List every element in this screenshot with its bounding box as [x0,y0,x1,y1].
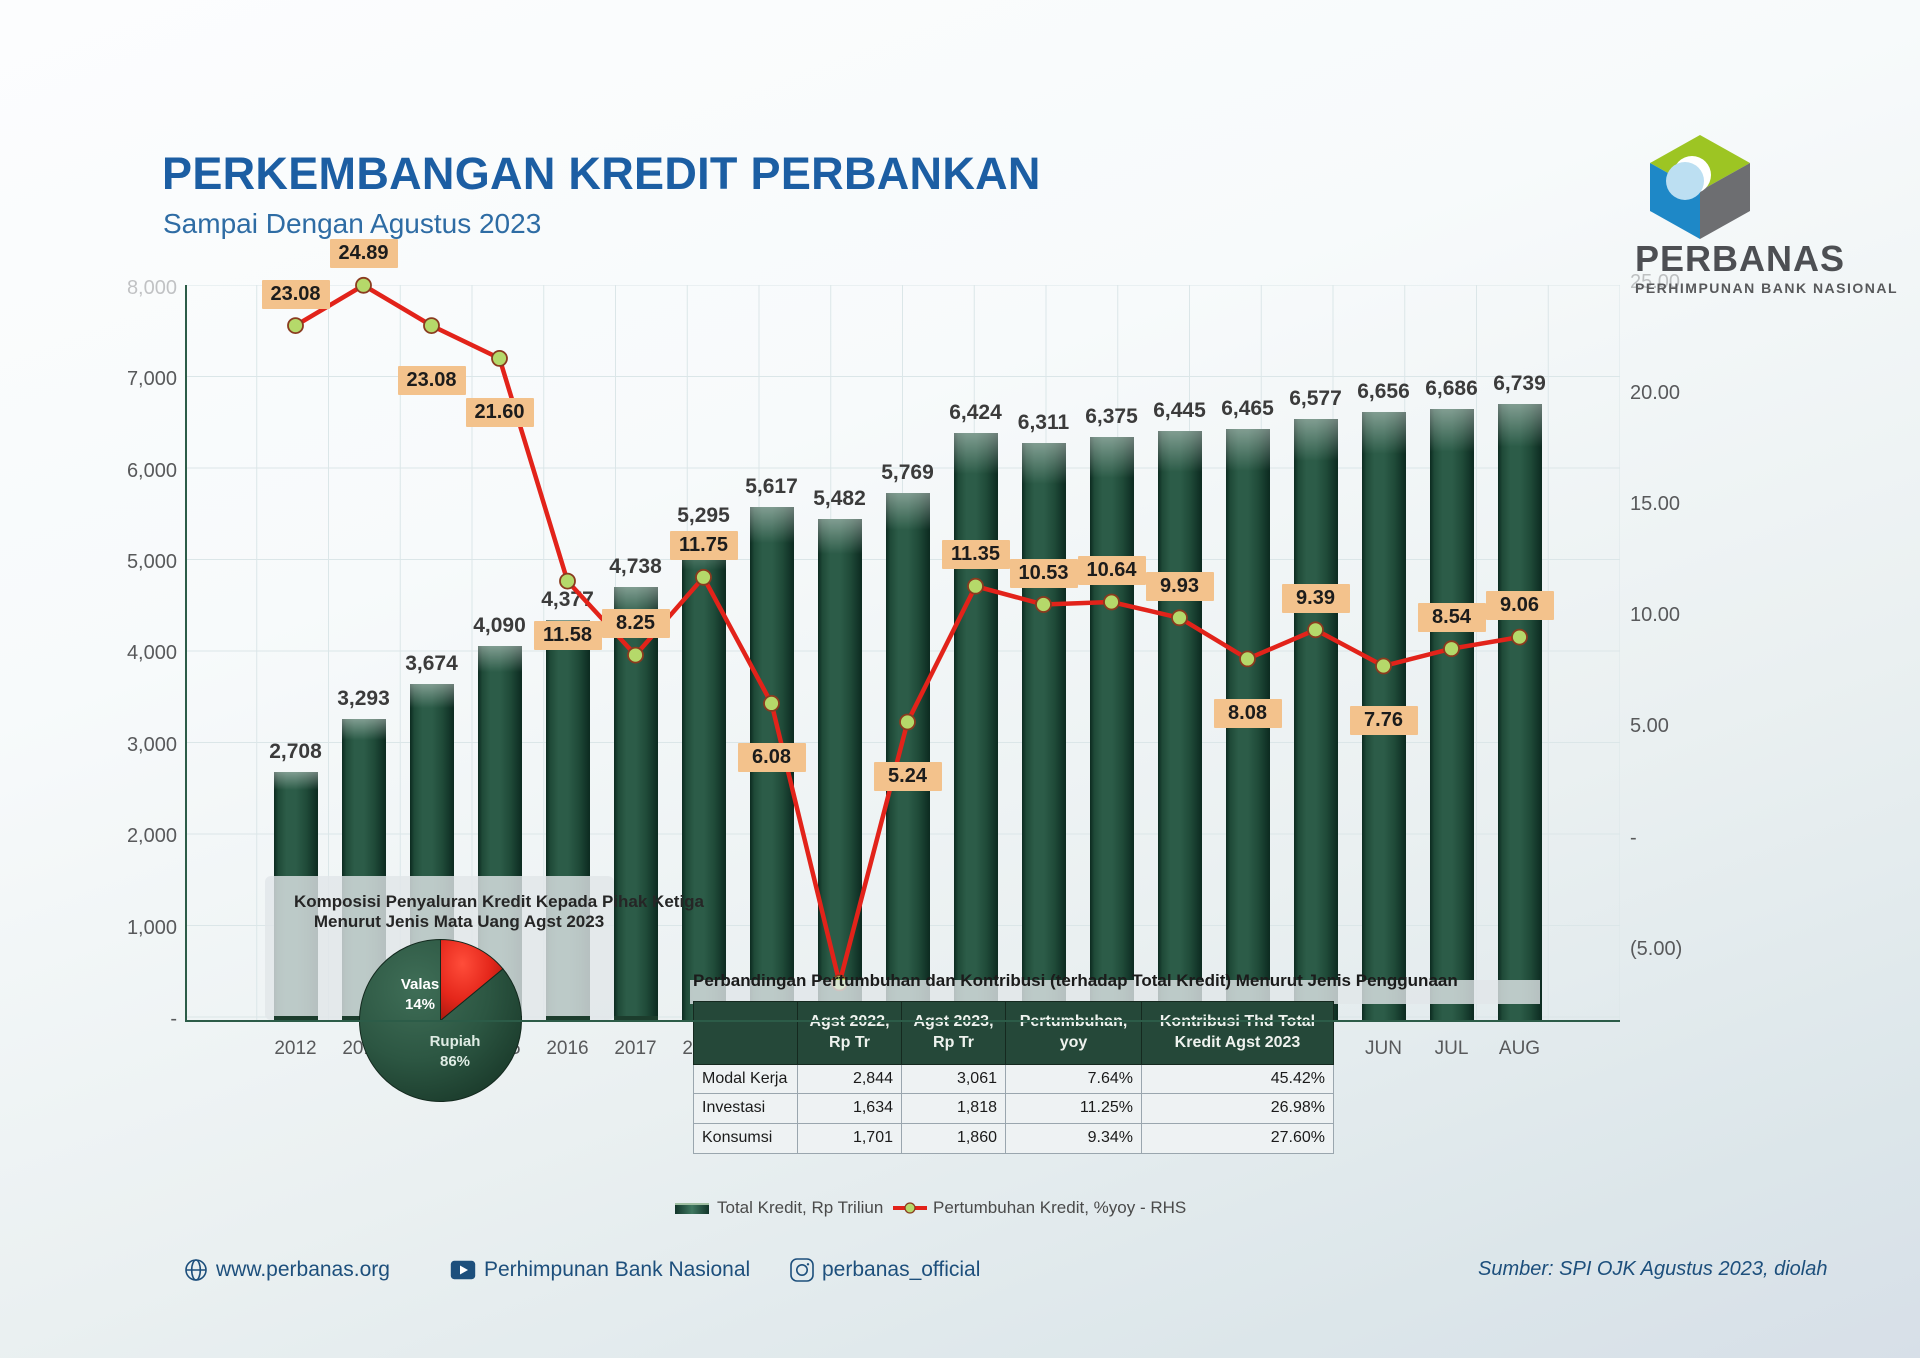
svg-text:Rupiah: Rupiah [430,1033,481,1050]
svg-text:Valas: Valas [401,976,439,993]
svg-text:14%: 14% [405,996,435,1013]
svg-text:86%: 86% [440,1053,470,1070]
